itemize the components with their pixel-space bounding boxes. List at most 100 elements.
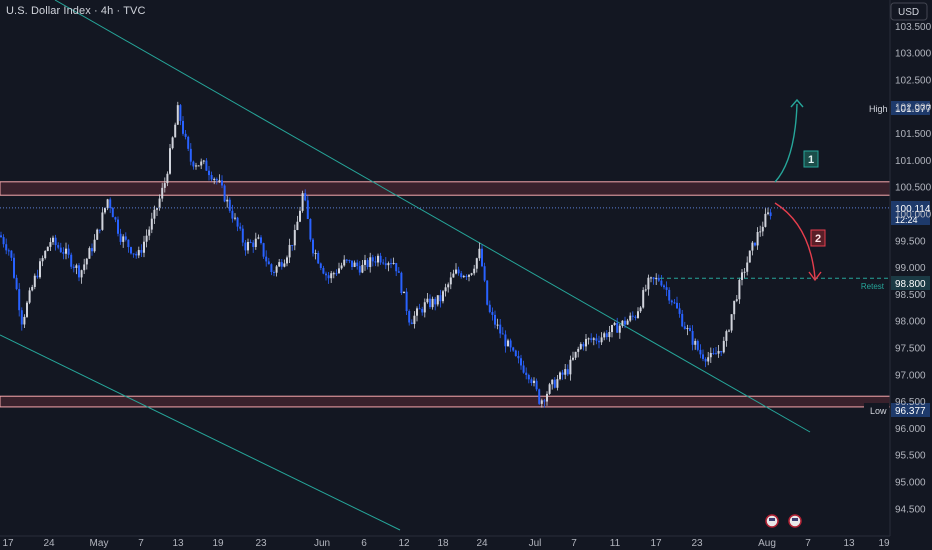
time-tick-label: 18 bbox=[437, 538, 449, 549]
time-axis[interactable]: 17 24 May 7 13 19 23 Jun 6 12 18 24 Jul 7 11 17 23 Aug 7 13… bbox=[0, 535, 890, 549]
candle-body bbox=[579, 344, 582, 349]
candle-body bbox=[535, 380, 538, 390]
candle-body bbox=[517, 356, 520, 359]
candle-body bbox=[345, 259, 348, 261]
candle-body bbox=[200, 161, 203, 166]
candle-body bbox=[621, 320, 624, 326]
candle-body bbox=[356, 262, 359, 267]
candle-body bbox=[273, 271, 275, 273]
candle-body bbox=[382, 262, 385, 264]
candle-body bbox=[416, 308, 418, 316]
candle-body bbox=[462, 275, 465, 278]
candle-body bbox=[725, 331, 728, 341]
candle-body bbox=[169, 148, 171, 174]
candle-body bbox=[676, 302, 678, 309]
candle-body bbox=[7, 250, 10, 252]
candle-body bbox=[205, 160, 208, 171]
candle-body bbox=[262, 243, 265, 257]
channel-lower-line bbox=[0, 334, 401, 531]
candle-body bbox=[410, 322, 413, 325]
price-tick-label: 96.000 bbox=[895, 424, 926, 435]
candle-body bbox=[122, 236, 125, 242]
candle-body bbox=[319, 263, 322, 269]
retest-value-box bbox=[891, 276, 930, 290]
price-axis[interactable]: 103.500 103.000 102.500 102.000 101.500 101.0… bbox=[889, 0, 932, 536]
candle-body bbox=[431, 298, 434, 308]
candle-body bbox=[663, 285, 665, 288]
candle-body bbox=[733, 300, 736, 315]
price-tick-label: 100.500 bbox=[895, 183, 932, 194]
price-tick-label: 94.500 bbox=[895, 504, 926, 515]
currency-box[interactable] bbox=[890, 2, 928, 21]
candle-body bbox=[93, 239, 96, 252]
candle-body bbox=[33, 275, 36, 287]
candle-body bbox=[226, 199, 229, 202]
candle-body bbox=[384, 263, 387, 266]
candle-body bbox=[208, 170, 210, 176]
candle-body bbox=[241, 228, 244, 243]
candle-body bbox=[166, 173, 169, 184]
candle-body bbox=[291, 244, 294, 246]
candle-body bbox=[577, 348, 580, 352]
time-tick-label: 24 bbox=[43, 538, 55, 549]
candle-body bbox=[624, 320, 626, 325]
candle-body bbox=[83, 264, 86, 271]
candle-body bbox=[57, 245, 60, 248]
candle-body bbox=[140, 250, 143, 253]
candle-body bbox=[228, 199, 231, 211]
price-tick-label: 97.000 bbox=[895, 370, 926, 381]
candle-body bbox=[691, 330, 694, 345]
candle-body bbox=[260, 237, 262, 244]
candle-body bbox=[488, 304, 491, 313]
candle-body bbox=[70, 254, 73, 267]
candle-body bbox=[657, 277, 660, 281]
candle-body bbox=[309, 218, 312, 240]
candle-body bbox=[31, 286, 34, 291]
candle-body bbox=[210, 175, 213, 180]
candle-body bbox=[748, 250, 751, 263]
candle-body bbox=[137, 250, 140, 256]
candle-body bbox=[288, 244, 291, 258]
candle-body bbox=[616, 322, 619, 333]
candle-body bbox=[426, 298, 429, 303]
candle-body bbox=[512, 347, 515, 351]
candle-body bbox=[257, 237, 260, 239]
candle-body bbox=[715, 353, 717, 355]
candle-body bbox=[694, 340, 697, 345]
candle-body bbox=[769, 212, 772, 216]
candle-body bbox=[647, 277, 650, 290]
candle-body bbox=[91, 248, 93, 252]
candle-body bbox=[689, 328, 691, 331]
candle-body bbox=[507, 340, 509, 347]
candle-body bbox=[553, 379, 556, 388]
candle-body bbox=[192, 161, 195, 167]
candle-body bbox=[156, 208, 158, 210]
candle-body bbox=[743, 271, 746, 273]
candle-body bbox=[595, 338, 598, 341]
time-tick-label: May bbox=[90, 538, 109, 549]
time-tick-label: Jun bbox=[314, 538, 330, 549]
candle-body bbox=[421, 308, 424, 313]
retest-value-label: 98.800 bbox=[895, 279, 926, 290]
candle-body bbox=[189, 148, 192, 162]
candle-body bbox=[143, 241, 145, 253]
candle-body bbox=[239, 226, 242, 229]
scenario-1-arrowhead bbox=[790, 98, 804, 108]
candle-body bbox=[722, 340, 725, 353]
candle-body bbox=[746, 262, 749, 272]
candle-body bbox=[702, 354, 704, 359]
candle-body bbox=[18, 289, 21, 311]
candle-body bbox=[343, 259, 346, 266]
candle-body bbox=[236, 217, 239, 227]
candle-body bbox=[392, 262, 395, 265]
low-tag-bg bbox=[864, 403, 889, 417]
candle-body bbox=[405, 291, 408, 312]
time-tick-label: 11 bbox=[610, 538, 621, 549]
candle-body bbox=[483, 266, 486, 281]
candle-body bbox=[652, 277, 655, 280]
candle-body bbox=[59, 247, 62, 253]
candle-body bbox=[132, 253, 135, 255]
candle-body bbox=[88, 248, 91, 259]
candle-body bbox=[78, 265, 80, 278]
